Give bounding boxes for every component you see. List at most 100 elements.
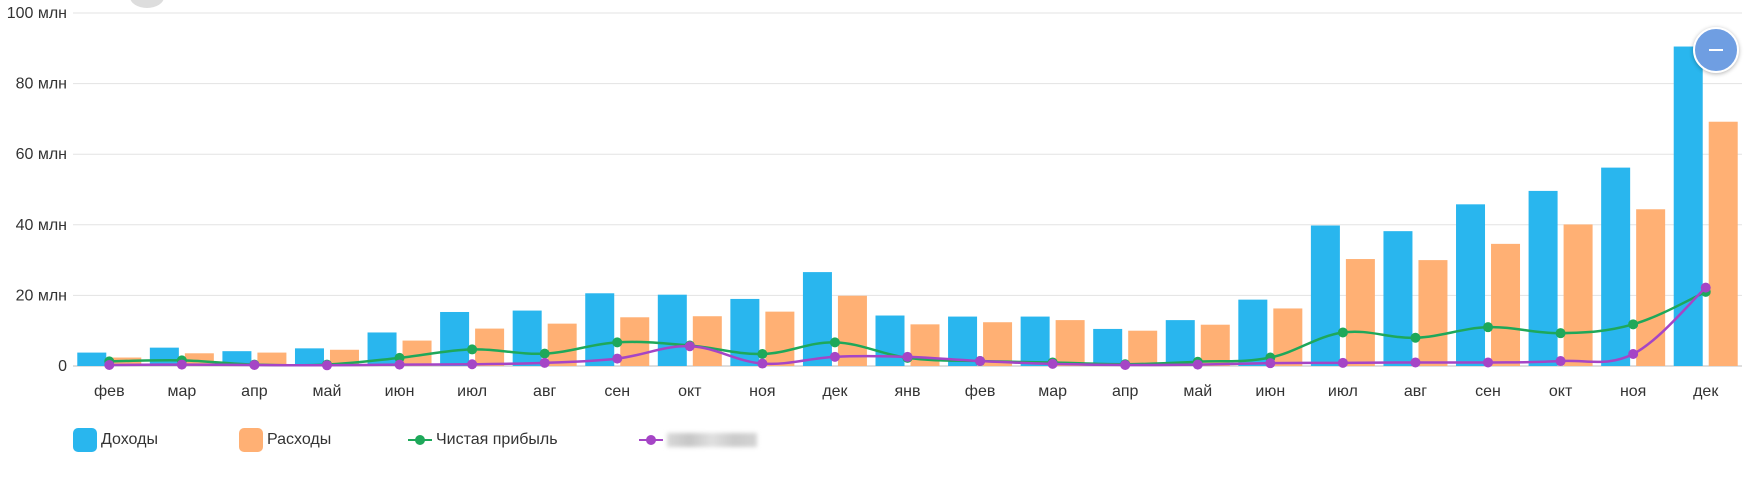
fourth-point[interactable] bbox=[1410, 357, 1421, 368]
legend-label-profit: Чистая прибыль bbox=[436, 431, 558, 448]
expense-bar[interactable] bbox=[1708, 121, 1738, 366]
profit-point[interactable] bbox=[829, 337, 840, 348]
profit-swatch bbox=[408, 434, 432, 446]
profit-point[interactable] bbox=[539, 348, 550, 359]
income-bar[interactable] bbox=[875, 315, 905, 366]
legend-item-income[interactable]: Доходы bbox=[73, 428, 158, 452]
income-bar[interactable] bbox=[294, 348, 324, 366]
profit-point[interactable] bbox=[612, 337, 623, 348]
x-tick-label: июн bbox=[1255, 383, 1285, 400]
expense-bar[interactable] bbox=[983, 322, 1013, 366]
fourth-point[interactable] bbox=[1628, 348, 1639, 359]
fourth-point[interactable] bbox=[176, 359, 187, 370]
income-bar[interactable] bbox=[1165, 320, 1195, 366]
profit-point[interactable] bbox=[1628, 319, 1639, 330]
legend-item-expense[interactable]: Расходы bbox=[239, 428, 331, 452]
x-tick-label: окт bbox=[678, 383, 702, 400]
x-tick-label: фев bbox=[965, 383, 996, 400]
expense-bar[interactable] bbox=[765, 311, 795, 366]
fourth-point[interactable] bbox=[1700, 282, 1711, 293]
fourth-point[interactable] bbox=[394, 359, 405, 370]
expense-bar[interactable] bbox=[547, 323, 577, 366]
x-tick-label: июл bbox=[1328, 383, 1358, 400]
income-bar[interactable] bbox=[585, 293, 615, 366]
income-bar[interactable] bbox=[730, 298, 760, 366]
fourth-point[interactable] bbox=[829, 351, 840, 362]
profit-point[interactable] bbox=[1337, 327, 1348, 338]
profit-point[interactable] bbox=[1483, 322, 1494, 333]
income-bar[interactable] bbox=[512, 310, 542, 366]
income-bar[interactable] bbox=[802, 272, 832, 366]
x-axis-ticks: фев мар апр май июн июл авг сен окт ноя дек янв фев м… bbox=[94, 383, 1719, 400]
x-tick-label: сен bbox=[604, 383, 630, 400]
x-tick-label: мар bbox=[167, 383, 196, 400]
x-tick-label: апр bbox=[1112, 383, 1139, 400]
income-bar[interactable] bbox=[657, 294, 687, 366]
income-swatch bbox=[73, 428, 97, 452]
fourth-point[interactable] bbox=[1555, 356, 1566, 367]
fourth-point[interactable] bbox=[539, 357, 550, 368]
expense-bar[interactable] bbox=[257, 352, 287, 366]
legend-label-expense: Расходы bbox=[267, 431, 332, 448]
income-bar[interactable] bbox=[1673, 46, 1703, 366]
fourth-point[interactable] bbox=[612, 353, 623, 364]
fourth-point[interactable] bbox=[757, 358, 768, 369]
fourth-point[interactable] bbox=[104, 359, 115, 370]
expense-bar[interactable] bbox=[1200, 324, 1230, 366]
expense-bar[interactable] bbox=[1636, 209, 1666, 366]
profit-point[interactable] bbox=[1555, 328, 1566, 339]
legend-item-profit[interactable]: Чистая прибыль bbox=[408, 428, 558, 452]
fourth-point[interactable] bbox=[1483, 357, 1494, 368]
fourth-point[interactable] bbox=[1192, 359, 1203, 370]
expense-bar[interactable] bbox=[1563, 224, 1593, 366]
income-bar[interactable] bbox=[1601, 167, 1631, 366]
fourth-point[interactable] bbox=[1265, 358, 1276, 369]
income-bar[interactable] bbox=[77, 352, 107, 366]
fourth-point[interactable] bbox=[902, 351, 913, 362]
income-bar[interactable] bbox=[1528, 190, 1558, 366]
zoom-out-button[interactable] bbox=[1693, 27, 1739, 73]
x-tick-label: май bbox=[313, 383, 342, 400]
expense-bar[interactable] bbox=[1418, 260, 1448, 366]
expense-bar[interactable] bbox=[1491, 243, 1521, 366]
fourth-point[interactable] bbox=[321, 360, 332, 371]
income-bar[interactable] bbox=[948, 316, 978, 366]
expense-bar[interactable] bbox=[1345, 259, 1375, 366]
fourth-point[interactable] bbox=[1047, 358, 1058, 369]
fourth-point[interactable] bbox=[249, 359, 260, 370]
profit-point[interactable] bbox=[757, 348, 768, 359]
profit-point[interactable] bbox=[467, 344, 478, 355]
x-tick-label: дек bbox=[822, 383, 848, 400]
legend: Доходы Расходы Чистая прибыль bbox=[0, 428, 1759, 452]
income-bar[interactable] bbox=[1456, 204, 1486, 366]
x-tick-label: авг bbox=[1404, 383, 1427, 400]
expense-bar[interactable] bbox=[837, 295, 867, 366]
expense-bar[interactable] bbox=[475, 328, 505, 366]
expense-swatch bbox=[239, 428, 263, 452]
fourth-point[interactable] bbox=[975, 356, 986, 367]
fourth-swatch bbox=[639, 434, 663, 446]
income-bar[interactable] bbox=[1310, 225, 1340, 366]
x-tick-label: янв bbox=[895, 383, 921, 400]
profit-point[interactable] bbox=[1410, 332, 1421, 343]
fourth-point[interactable] bbox=[1120, 359, 1131, 370]
fourth-point[interactable] bbox=[467, 359, 478, 370]
income-bar[interactable] bbox=[1020, 316, 1050, 366]
income-bar[interactable] bbox=[1093, 328, 1123, 366]
expense-bar[interactable] bbox=[692, 316, 722, 366]
y-tick-label: 40 млн bbox=[16, 217, 67, 234]
expense-bar[interactable] bbox=[1055, 320, 1085, 366]
expense-bar[interactable] bbox=[1128, 330, 1158, 366]
x-tick-label: май bbox=[1183, 383, 1212, 400]
income-bar[interactable] bbox=[440, 311, 470, 366]
line-series bbox=[104, 282, 1711, 371]
expense-bar[interactable] bbox=[1273, 308, 1303, 366]
legend-item-fourth[interactable] bbox=[639, 428, 757, 452]
income-bar[interactable] bbox=[1238, 299, 1268, 366]
minus-icon bbox=[1709, 49, 1723, 51]
fourth-point[interactable] bbox=[684, 341, 695, 352]
income-bar[interactable] bbox=[1383, 231, 1413, 366]
scroll-handle[interactable] bbox=[130, 0, 164, 8]
fourth-point[interactable] bbox=[1337, 357, 1348, 368]
income-bar[interactable] bbox=[149, 347, 179, 366]
